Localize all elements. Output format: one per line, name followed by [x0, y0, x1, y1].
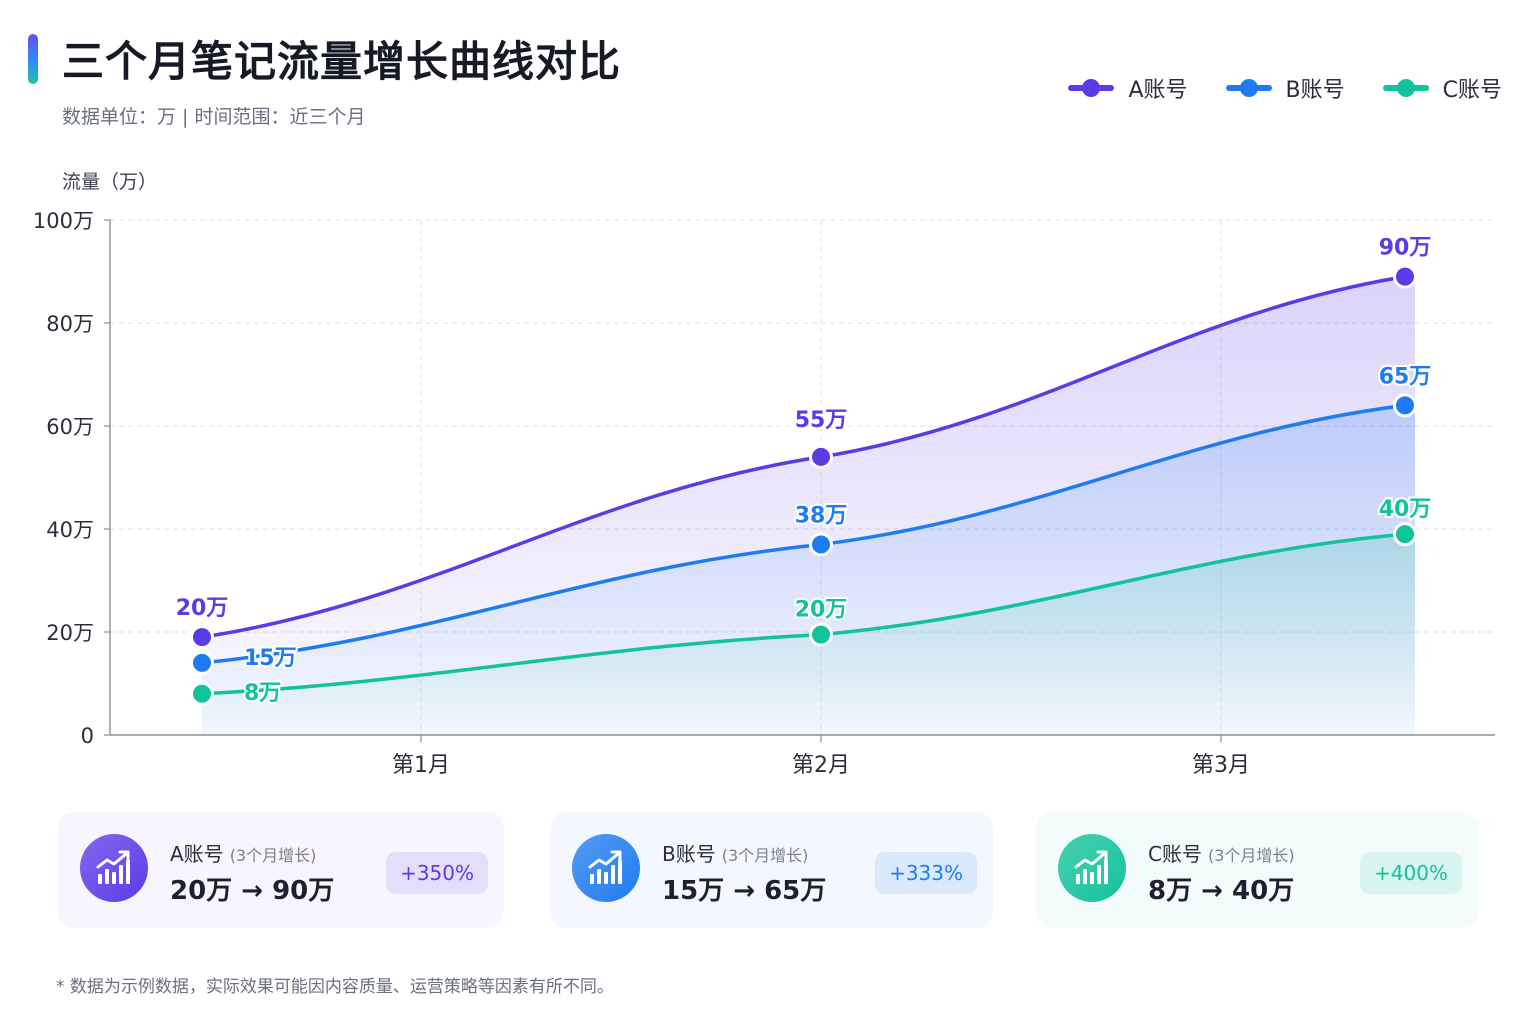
- card-growth-range: 15万 → 65万: [662, 876, 827, 906]
- x-tick-label: 第3月: [1192, 753, 1250, 778]
- card-note: (3个月增长): [721, 846, 809, 865]
- growth-chart-icon: [572, 834, 640, 902]
- chart-legend: A账号 B账号 C账号: [1068, 72, 1502, 104]
- y-tick-label: 100万: [33, 209, 94, 233]
- data-point[interactable]: [809, 532, 833, 557]
- legend-swatch-b: [1225, 79, 1272, 97]
- data-label: 40万: [1379, 497, 1432, 522]
- data-label: 38万: [795, 503, 848, 528]
- y-axis-title: 流量（万）: [62, 171, 157, 193]
- card-account-name: C账号 (3个月增长): [1148, 842, 1295, 866]
- card-growth-badge: +333%: [875, 852, 977, 894]
- growth-chart-icon: [80, 834, 148, 902]
- data-label: 8万: [244, 681, 281, 706]
- summary-card-c: C账号 (3个月增长) 8万 → 40万 +400%: [1036, 812, 1478, 928]
- y-tick-label: 80万: [46, 312, 94, 336]
- x-tick-label: 第2月: [792, 753, 850, 778]
- data-label: 55万: [795, 408, 848, 433]
- title-accent-bar: [28, 34, 38, 84]
- legend-item-b[interactable]: B账号: [1225, 72, 1345, 104]
- legend-label-b: B账号: [1285, 78, 1345, 103]
- page-subtitle: 数据单位：万 | 时间范围：近三个月: [62, 106, 366, 128]
- summary-card-b: B账号 (3个月增长) 15万 → 65万 +333%: [550, 812, 993, 928]
- data-label: 20万: [176, 596, 229, 621]
- data-label: 90万: [1379, 236, 1432, 261]
- data-point[interactable]: [809, 622, 833, 647]
- page-title: 三个月笔记流量增长曲线对比: [62, 37, 622, 86]
- growth-chart-icon: [1058, 834, 1126, 902]
- data-point[interactable]: [1393, 264, 1417, 289]
- legend-swatch-c: [1382, 79, 1429, 97]
- legend-label-c: C账号: [1442, 78, 1502, 103]
- y-tick-label: 0: [81, 724, 94, 748]
- series-area-C账号: [202, 534, 1415, 735]
- y-tick-label: 20万: [46, 621, 94, 645]
- y-tick-label: 40万: [46, 518, 94, 542]
- data-point[interactable]: [1393, 522, 1417, 547]
- summary-card-a: A账号 (3个月增长) 20万 → 90万 +350%: [58, 812, 504, 928]
- data-point[interactable]: [190, 681, 214, 706]
- data-label: 65万: [1379, 364, 1432, 389]
- data-point[interactable]: [809, 444, 833, 469]
- footnote: * 数据为示例数据，实际效果可能因内容质量、运营策略等因素有所不同。: [56, 977, 614, 997]
- data-label: 15万: [244, 646, 297, 671]
- card-growth-badge: +350%: [386, 852, 488, 894]
- data-point[interactable]: [190, 650, 214, 675]
- card-growth-range: 20万 → 90万: [170, 876, 335, 906]
- data-point[interactable]: [190, 625, 214, 650]
- card-note: (3个月增长): [1207, 846, 1295, 865]
- x-tick-label: 第1月: [392, 753, 450, 778]
- data-label: 20万: [795, 598, 848, 623]
- card-growth-badge: +400%: [1360, 852, 1462, 894]
- legend-item-a[interactable]: A账号: [1068, 72, 1188, 104]
- legend-label-a: A账号: [1128, 78, 1188, 103]
- legend-item-c[interactable]: C账号: [1382, 72, 1502, 104]
- card-growth-range: 8万 → 40万: [1148, 876, 1295, 906]
- card-account-name: A账号 (3个月增长): [170, 842, 317, 866]
- y-tick-label: 60万: [46, 415, 94, 439]
- data-point[interactable]: [1393, 393, 1417, 418]
- card-note: (3个月增长): [229, 846, 317, 865]
- legend-swatch-a: [1068, 79, 1115, 97]
- card-account-name: B账号 (3个月增长): [662, 842, 809, 866]
